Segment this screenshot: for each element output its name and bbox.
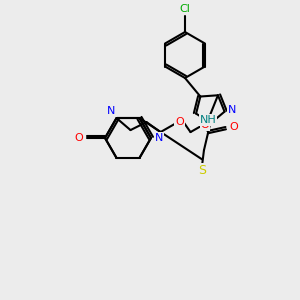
Text: N: N	[107, 106, 116, 116]
Text: O: O	[75, 133, 83, 143]
Text: O: O	[175, 117, 184, 127]
Text: NH: NH	[200, 115, 216, 125]
Text: O: O	[230, 122, 238, 132]
Text: O: O	[201, 120, 209, 130]
Text: N: N	[155, 133, 163, 143]
Text: S: S	[198, 164, 206, 177]
Text: N: N	[228, 105, 237, 115]
Text: Cl: Cl	[180, 4, 190, 14]
